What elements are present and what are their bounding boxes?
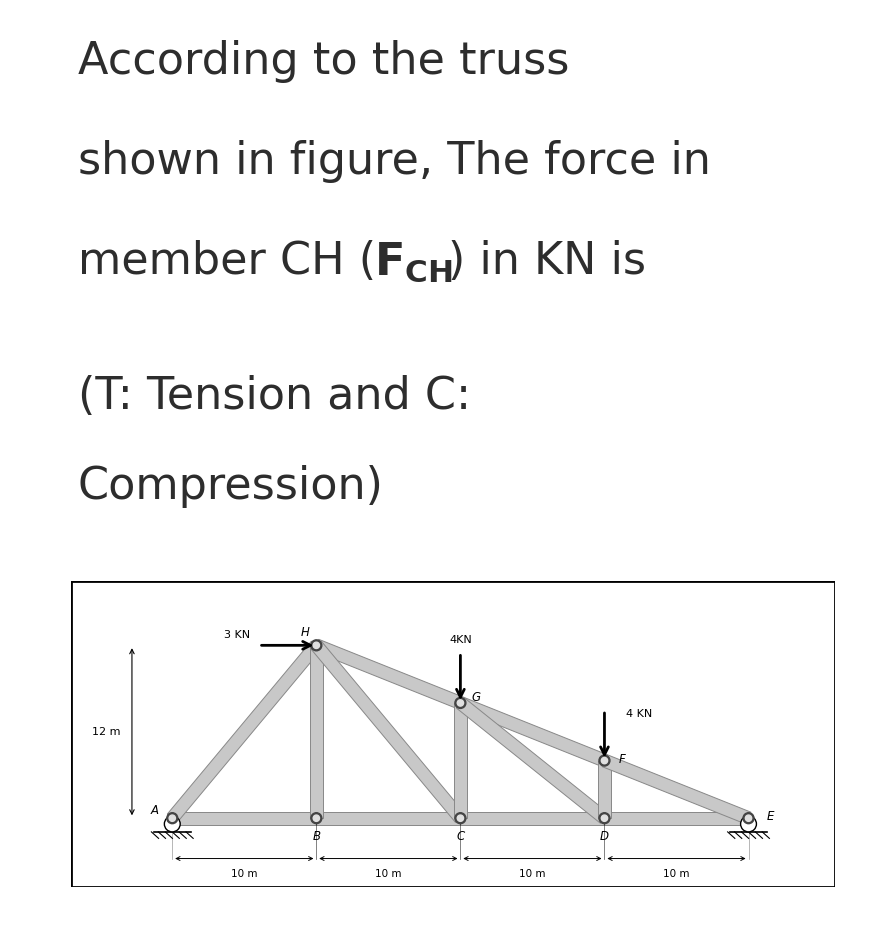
Text: 3 KN: 3 KN <box>224 630 250 639</box>
Text: D: D <box>600 831 609 844</box>
Text: G: G <box>472 690 480 704</box>
Text: F: F <box>618 753 625 765</box>
Text: member CH (: member CH ( <box>78 241 376 283</box>
Text: H: H <box>300 626 309 639</box>
Text: $\mathbf{F}_{\mathbf{CH}}$: $\mathbf{F}_{\mathbf{CH}}$ <box>374 241 453 284</box>
Circle shape <box>167 813 178 824</box>
Circle shape <box>311 813 321 824</box>
Polygon shape <box>167 641 321 822</box>
Text: 10 m: 10 m <box>663 868 689 879</box>
Circle shape <box>746 815 752 821</box>
Text: E: E <box>766 811 774 823</box>
Polygon shape <box>314 639 463 709</box>
Circle shape <box>599 755 610 766</box>
Circle shape <box>601 815 607 821</box>
Text: Compression): Compression) <box>78 465 384 509</box>
Circle shape <box>455 813 466 824</box>
Text: 10 m: 10 m <box>519 868 546 879</box>
Circle shape <box>313 815 320 821</box>
Text: 4 KN: 4 KN <box>626 709 652 720</box>
Polygon shape <box>316 812 461 825</box>
Circle shape <box>164 816 180 831</box>
Text: shown in figure, The force in: shown in figure, The force in <box>78 140 711 183</box>
Polygon shape <box>456 698 608 823</box>
Circle shape <box>457 815 463 821</box>
Polygon shape <box>461 812 605 825</box>
Polygon shape <box>458 697 607 766</box>
Text: A: A <box>151 805 159 817</box>
Polygon shape <box>172 812 316 825</box>
Polygon shape <box>454 703 467 818</box>
Circle shape <box>457 700 463 706</box>
Text: 10 m: 10 m <box>375 868 402 879</box>
Text: ) in KN is: ) in KN is <box>448 241 646 283</box>
Text: 12 m: 12 m <box>92 726 121 737</box>
Text: 10 m: 10 m <box>231 868 257 879</box>
Circle shape <box>743 813 754 824</box>
Text: 4KN: 4KN <box>449 635 472 645</box>
Text: C: C <box>456 831 464 844</box>
Circle shape <box>455 698 466 708</box>
Circle shape <box>313 642 320 649</box>
Circle shape <box>311 640 321 651</box>
Polygon shape <box>310 645 323 818</box>
Text: According to the truss: According to the truss <box>78 40 570 83</box>
Text: B: B <box>313 831 321 844</box>
Circle shape <box>740 816 756 831</box>
Polygon shape <box>598 760 611 818</box>
Circle shape <box>169 815 175 821</box>
Circle shape <box>601 758 607 763</box>
Text: (T: Tension and C:: (T: Tension and C: <box>78 375 472 419</box>
Circle shape <box>599 813 610 824</box>
Polygon shape <box>312 641 465 822</box>
Polygon shape <box>605 812 748 825</box>
Polygon shape <box>602 755 751 824</box>
